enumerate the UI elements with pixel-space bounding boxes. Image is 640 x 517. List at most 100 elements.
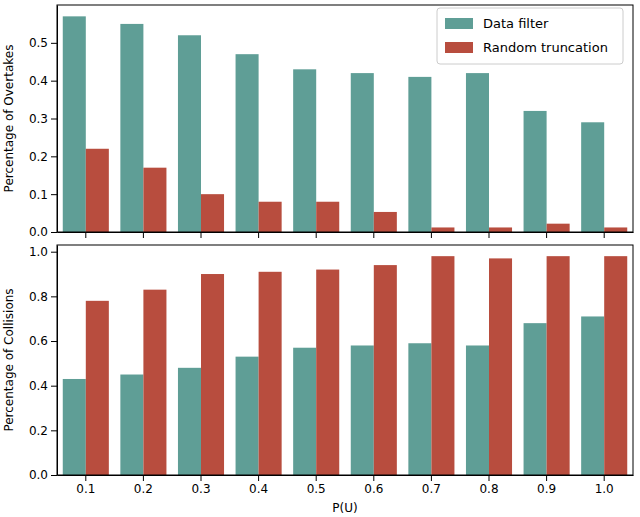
y-tick-label: 0.5: [29, 36, 48, 50]
bar: [581, 316, 604, 475]
bar: [143, 290, 166, 475]
y-tick-mark: [51, 430, 57, 431]
y-tick-label: 0.4: [29, 74, 48, 88]
bar: [236, 54, 259, 232]
panel: 0.00.10.20.30.40.5Percentage of Overtake…: [2, 5, 634, 239]
y-tick-mark: [51, 296, 57, 297]
y-tick-mark: [51, 475, 57, 476]
y-tick-mark: [51, 386, 57, 387]
bar: [63, 16, 86, 232]
bar: [547, 224, 570, 232]
y-tick-mark: [51, 43, 57, 44]
bar: [178, 35, 201, 232]
x-tick: 1.0: [595, 475, 614, 496]
x-tick-label: 0.2: [134, 482, 153, 496]
x-tick: [316, 232, 317, 238]
x-tick-mark: [489, 475, 490, 481]
y-tick: 0.8: [29, 290, 57, 304]
x-tick-label: 0.5: [307, 482, 326, 496]
legend-swatch: [445, 18, 473, 29]
plot-frame: [57, 245, 633, 475]
x-tick: [85, 232, 86, 238]
y-tick: 0.5: [29, 36, 57, 50]
x-tick-label: 0.4: [249, 482, 268, 496]
x-tick-mark: [85, 475, 86, 481]
x-tick-mark: [143, 232, 144, 238]
bar: [581, 122, 604, 232]
y-tick-label: 0.0: [29, 225, 48, 239]
bar: [374, 265, 397, 475]
y-tick: 0.3: [29, 112, 57, 126]
plot-frame: [57, 5, 633, 232]
x-tick-mark: [604, 232, 605, 238]
bars: [63, 256, 627, 475]
bar: [316, 270, 339, 475]
y-tick-label: 1.0: [29, 245, 48, 259]
x-tick-label: 0.8: [479, 482, 498, 496]
x-tick-mark: [258, 232, 259, 238]
bar: [143, 168, 166, 232]
x-tick: 0.5: [307, 475, 326, 496]
bar: [86, 301, 109, 475]
y-axis-title: Percentage of Collisions: [2, 288, 16, 431]
bar: [466, 73, 489, 232]
bar: [524, 111, 547, 232]
bar: [351, 73, 374, 232]
legend-label: Data filter: [483, 16, 549, 31]
y-axis-title: Percentage of Overtakes: [2, 45, 16, 193]
y-axis: 0.00.10.20.30.40.5: [29, 6, 58, 240]
bars: [63, 16, 627, 232]
x-tick: [431, 232, 432, 238]
x-tick-label: 1.0: [595, 482, 614, 496]
x-tick-mark: [489, 232, 490, 238]
y-tick: 0.2: [29, 150, 57, 164]
x-tick-label: 0.7: [422, 482, 441, 496]
y-tick-mark: [51, 252, 57, 253]
y-tick-label: 0.0: [29, 468, 48, 482]
x-axis: [58, 232, 634, 238]
x-tick-mark: [201, 475, 202, 481]
y-axis: 0.0 0.2 0.4 0.6 0.8 1.0: [29, 245, 58, 482]
x-tick-mark: [604, 475, 605, 481]
x-tick-label: 0.6: [364, 482, 383, 496]
y-tick-mark: [51, 232, 57, 233]
y-tick-mark: [51, 341, 57, 342]
y-tick-mark: [51, 194, 57, 195]
bar: [236, 357, 259, 475]
bar: [408, 77, 431, 232]
legend-label: Random truncation: [483, 40, 608, 55]
y-tick: 0.0: [29, 468, 57, 482]
x-tick-mark: [431, 475, 432, 481]
bar: [178, 368, 201, 475]
bar: [293, 69, 316, 232]
bar: [466, 345, 489, 475]
y-tick-label: 0.3: [29, 112, 48, 126]
x-tick: 0.2: [134, 475, 153, 496]
x-tick: [143, 232, 144, 238]
x-axis-title: P(U): [332, 501, 357, 515]
x-tick-mark: [316, 475, 317, 481]
bar: [259, 272, 282, 475]
x-tick-mark: [258, 475, 259, 481]
y-tick: 0.2: [29, 424, 57, 438]
y-tick: 0.4: [29, 379, 57, 393]
x-tick-mark: [431, 232, 432, 238]
legend-swatch: [445, 42, 473, 53]
x-tick-mark: [546, 475, 547, 481]
bar: [489, 258, 512, 475]
x-tick: 0.1: [76, 475, 95, 496]
bar: [86, 149, 109, 232]
x-tick-mark: [316, 232, 317, 238]
x-tick: [489, 232, 490, 238]
x-tick: [258, 232, 259, 238]
y-tick-label: 0.8: [29, 290, 48, 304]
x-tick-mark: [201, 232, 202, 238]
y-tick-label: 0.6: [29, 334, 48, 348]
x-tick: 0.9: [537, 475, 556, 496]
x-tick: [604, 232, 605, 238]
y-tick-mark: [51, 119, 57, 120]
x-tick-label: 0.1: [76, 482, 95, 496]
bar: [489, 227, 512, 232]
legend-box: [437, 8, 623, 64]
bar: [201, 274, 224, 475]
